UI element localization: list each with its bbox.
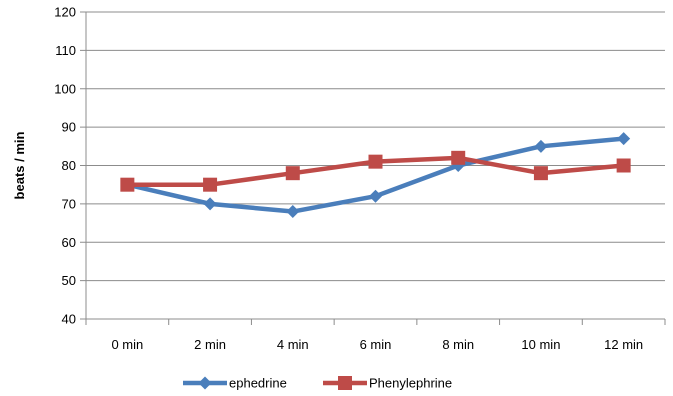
data-point — [451, 150, 466, 165]
series-group — [120, 132, 631, 219]
data-point — [120, 177, 135, 192]
legend-label: Phenylephrine — [369, 376, 452, 391]
y-tick-label: 100 — [54, 81, 76, 96]
legend-marker — [198, 376, 212, 390]
y-axis-label: beats / min — [12, 131, 27, 199]
x-tick-label: 0 min — [111, 337, 143, 352]
x-tick-label: 10 min — [521, 337, 560, 352]
y-tick-label: 50 — [62, 273, 76, 288]
data-point — [533, 166, 548, 181]
x-tick-label: 2 min — [194, 337, 226, 352]
legend-item: Phenylephrine — [323, 376, 452, 391]
data-point — [616, 158, 631, 173]
series-phenylephrine — [120, 150, 631, 192]
x-tick-label: 6 min — [360, 337, 392, 352]
y-tick-label: 40 — [62, 312, 76, 327]
y-tick-label: 70 — [62, 196, 76, 211]
data-point — [285, 166, 300, 181]
data-point — [369, 189, 382, 203]
axes — [80, 11, 666, 325]
y-tick-label: 60 — [62, 235, 76, 250]
legend-item: ephedrine — [183, 376, 287, 391]
y-tick-label: 120 — [54, 5, 76, 20]
legend-label: ephedrine — [229, 376, 287, 391]
x-tick-label: 4 min — [277, 337, 309, 352]
x-tick-label: 8 min — [442, 337, 474, 352]
x-tick-labels: 0 min 2 min 4 min 6 min 8 min 10 min 12 min — [111, 337, 643, 352]
y-tick-label: 80 — [62, 158, 76, 173]
legend: ephedrine Phenylephrine — [183, 376, 452, 391]
gridlines — [86, 11, 665, 282]
y-tick-labels: 40 50 60 70 80 90 100 110 120 — [54, 5, 76, 327]
data-point — [617, 132, 631, 146]
data-point — [368, 154, 383, 169]
data-point — [203, 177, 218, 192]
y-tick-label: 90 — [62, 120, 76, 135]
series-ephedrine — [120, 132, 631, 219]
y-tick-label: 110 — [55, 43, 76, 58]
legend-marker — [338, 376, 352, 390]
data-point — [534, 139, 548, 153]
data-point — [203, 197, 217, 211]
data-point — [286, 205, 300, 219]
x-tick-label: 12 min — [604, 337, 643, 352]
